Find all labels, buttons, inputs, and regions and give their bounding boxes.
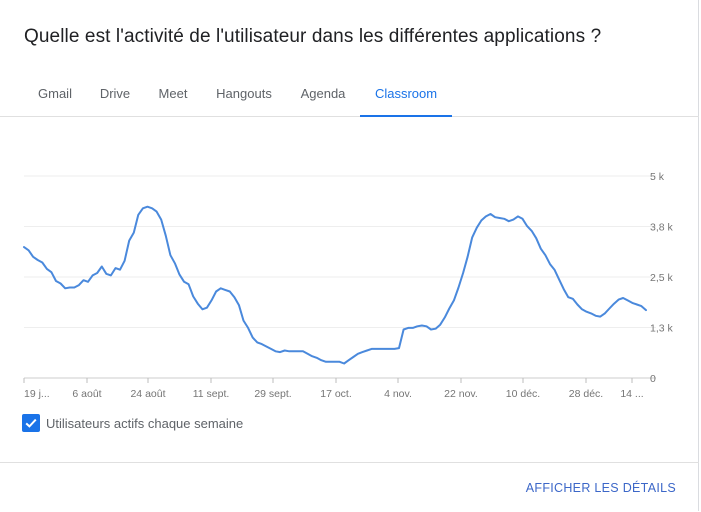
chart-y-ticks: 0 1,3 k 2,5 k 3,8 k 5 k <box>650 171 674 385</box>
show-details-button[interactable]: AFFICHER LES DÉTAILS <box>525 481 676 495</box>
tab-meet[interactable]: Meet <box>158 86 188 101</box>
x-tick-label: 4 nov. <box>384 388 412 400</box>
x-tick-label: 29 sept. <box>254 388 291 400</box>
app-tabs: Gmail Drive Meet Hangouts Agenda Classro… <box>0 72 699 117</box>
y-tick-label: 2,5 k <box>650 272 674 284</box>
tab-hangouts[interactable]: Hangouts <box>216 86 272 101</box>
x-tick-label: 14 ... <box>620 388 643 400</box>
chart-legend: Utilisateurs actifs chaque semaine <box>22 413 243 433</box>
x-tick-label: 22 nov. <box>444 388 478 400</box>
x-tick-label: 17 oct. <box>320 388 352 400</box>
chart-x-ticks: 19 j... 6 août 24 août 11 sept. 29 sept. 17 o… <box>23 378 644 400</box>
chart-gridlines <box>24 175 656 379</box>
tab-gmail[interactable]: Gmail <box>38 86 72 101</box>
y-tick-label: 0 <box>650 373 656 385</box>
x-tick-label: 10 déc. <box>506 388 540 400</box>
card-title: Quelle est l'activité de l'utilisateur d… <box>24 26 602 47</box>
y-tick-label: 3,8 k <box>650 222 674 234</box>
legend-label: Utilisateurs actifs chaque semaine <box>46 415 244 431</box>
x-tick-label: 28 déc. <box>569 388 603 400</box>
activity-line-chart: 0 1,3 k 2,5 k 3,8 k 5 k 19 j... 6 août 24 août… <box>23 171 674 400</box>
check-icon <box>25 418 37 428</box>
tab-drive[interactable]: Drive <box>99 86 131 101</box>
y-tick-label: 5 k <box>650 171 665 183</box>
tab-classroom[interactable]: Classroom <box>360 72 452 117</box>
x-tick-label: 19 j... <box>24 388 50 400</box>
card-footer: AFFICHER LES DÉTAILS <box>0 462 699 512</box>
y-tick-label: 1,3 k <box>650 323 674 335</box>
x-tick-label: 11 sept. <box>193 388 230 400</box>
series-line-weekly-active-users <box>23 205 647 365</box>
tab-agenda[interactable]: Agenda <box>300 86 346 101</box>
legend-checkbox[interactable] <box>22 414 40 432</box>
x-tick-label: 6 août <box>72 388 101 400</box>
x-tick-label: 24 août <box>130 388 165 400</box>
